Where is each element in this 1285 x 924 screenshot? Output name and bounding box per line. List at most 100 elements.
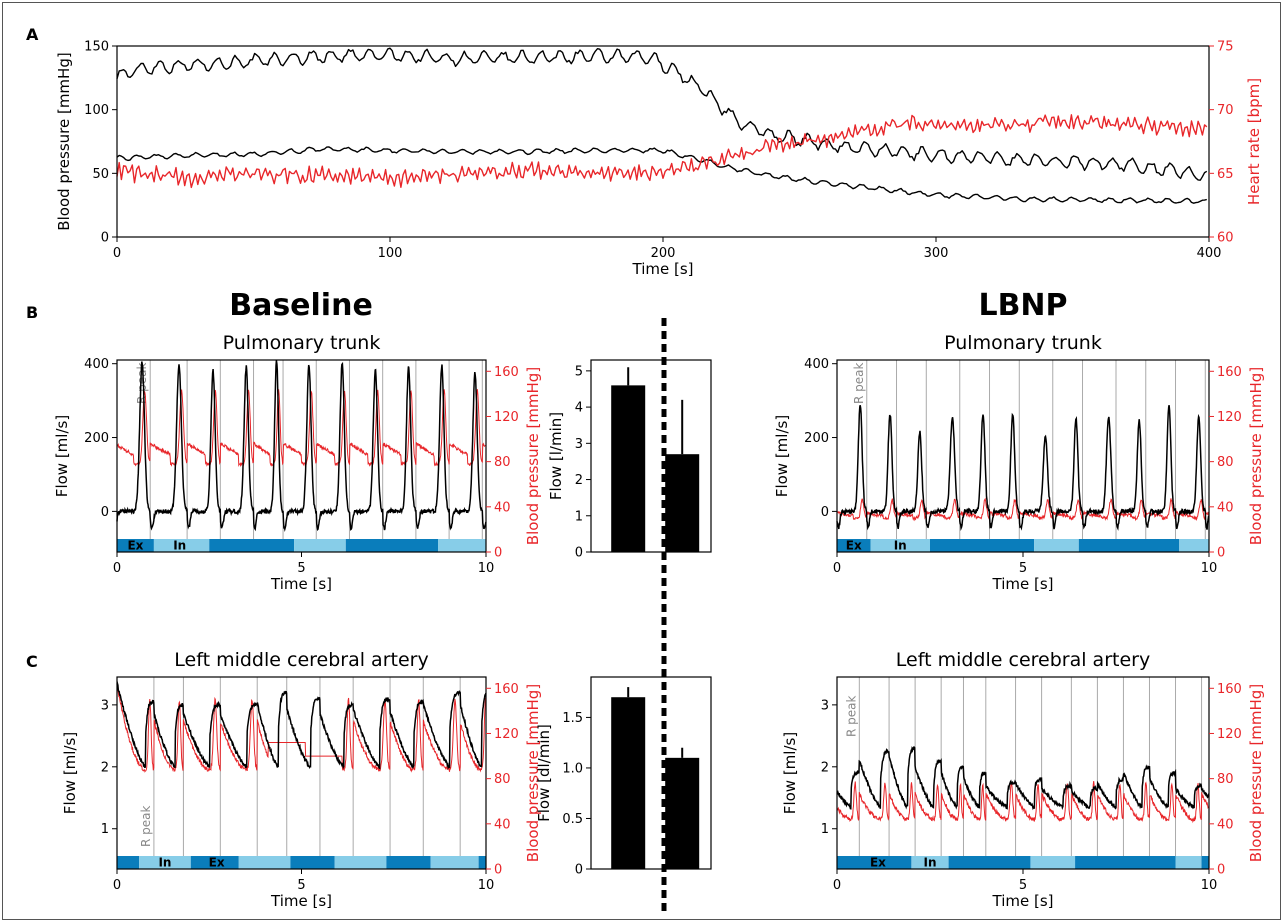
- y-right-tick-label: 40: [1217, 817, 1234, 832]
- resp-label-ex: Ex: [870, 856, 886, 870]
- panel-title: Left middle cerebral artery: [896, 649, 1150, 671]
- y-right-tick-label: 80: [1217, 455, 1234, 470]
- y-tick-label: 3: [575, 437, 583, 452]
- resp-phase-ex: [478, 856, 486, 869]
- flow-trace: [116, 360, 487, 533]
- flow-trace: [836, 745, 1210, 811]
- y-right-tick-label: 0: [1217, 546, 1225, 561]
- panel-title: Pulmonary trunk: [223, 332, 381, 354]
- resp-label-in: In: [894, 539, 907, 553]
- x-axis-label-B-baseline: Time [s]: [270, 575, 332, 593]
- resp-phase-ex: [190, 856, 239, 869]
- x-tick-label: 10: [478, 878, 495, 893]
- y-right-tick-label: 160: [494, 682, 519, 697]
- y-tick-label: 5: [575, 364, 583, 379]
- resp-phase-in: [1179, 539, 1209, 552]
- bar-baseline: [611, 697, 646, 869]
- axes-frame-C-baseline: [116, 676, 487, 870]
- resp-phase-ex: [837, 539, 871, 552]
- blood-pressure-trace: [116, 684, 487, 773]
- y-right-axis-label-B-lbnp: Blood pressure [mmHg]: [1247, 367, 1265, 545]
- y-axis-label-C-baseline: Flow [ml/s]: [61, 732, 79, 814]
- series-line-blood-pressure-1: [116, 146, 1207, 204]
- resp-label-ex: Ex: [846, 539, 862, 553]
- resp-phase-in: [334, 856, 387, 869]
- series-line-heart-rate: [116, 114, 1208, 189]
- x-tick-label: 0: [833, 878, 841, 893]
- resp-phase-ex: [837, 856, 912, 869]
- y-right-tick-label: 80: [494, 455, 511, 470]
- y-tick-label: 200: [804, 431, 829, 446]
- x-tick-label: 100: [378, 246, 403, 261]
- y-right-tick-label: 0: [494, 546, 502, 561]
- y-right-axis-label-C-baseline: Blood pressure [mmHg]: [524, 684, 542, 862]
- resp-label-in: In: [923, 856, 936, 870]
- y-tick-label: 2: [101, 760, 109, 775]
- series-line-blood-pressure-0: [116, 47, 1208, 181]
- y-right-tick-label: 40: [1217, 500, 1234, 515]
- resp-phase-in: [139, 856, 191, 869]
- y-right-tick-label: 40: [494, 817, 511, 832]
- x-tick-label: 0: [113, 878, 121, 893]
- y-tick-label: 400: [804, 357, 829, 372]
- y-tick-label: 1.5: [562, 711, 583, 726]
- x-tick-label: 10: [478, 561, 495, 576]
- y-right-tick-label: 0: [1217, 863, 1225, 878]
- x-tick-label: 0: [833, 561, 841, 576]
- resp-phase-in: [1030, 856, 1076, 869]
- y-right-tick-label: 80: [494, 772, 511, 787]
- resp-phase-ex: [117, 856, 140, 869]
- bar-lbnp: [665, 454, 700, 552]
- resp-phase-ex: [1075, 856, 1176, 869]
- x-tick-label: 10: [1201, 561, 1218, 576]
- blood-pressure-trace: [116, 389, 487, 468]
- y-right-tick-label: 0: [494, 863, 502, 878]
- resp-phase-ex: [930, 539, 1035, 552]
- axes-frame-A: [116, 45, 1210, 238]
- flow-trace: [116, 680, 487, 770]
- y-tick-label: 2: [821, 760, 829, 775]
- y-axis-label-B-bar: Flow [l/min]: [547, 412, 565, 500]
- panel-label-c: C: [26, 652, 38, 671]
- x-tick-label: 5: [297, 561, 305, 576]
- resp-label-in: In: [158, 856, 171, 870]
- y-tick-label: 3: [821, 698, 829, 713]
- y-right-tick-label: 120: [1217, 727, 1242, 742]
- r-peak-label: R peak: [135, 362, 149, 404]
- resp-phase-ex: [1201, 856, 1209, 869]
- panel-label-b: B: [26, 303, 38, 322]
- panel-label-a: A: [26, 25, 39, 44]
- y-right-tick-label: 40: [494, 500, 511, 515]
- resp-phase-in: [153, 539, 210, 552]
- y-right-tick-label: 160: [1217, 365, 1242, 380]
- resp-phase-in: [911, 856, 949, 869]
- x-tick-label: 0: [113, 246, 121, 261]
- x-tick-label: 200: [651, 246, 676, 261]
- y-axis-label-B-baseline: Flow [ml/s]: [53, 415, 71, 497]
- y-right-tick-label: 160: [1217, 682, 1242, 697]
- r-peak-label: R peak: [139, 805, 153, 847]
- resp-phase-ex: [345, 539, 439, 552]
- axes-frame-B-bar: [590, 359, 712, 553]
- flow-trace: [836, 405, 1210, 532]
- resp-phase-ex: [117, 539, 154, 552]
- axes-frame-C-lbnp: [836, 676, 1210, 870]
- y-axis-label-C-bar: Flow [dl/min]: [535, 724, 553, 822]
- y-tick-label: 50: [92, 167, 109, 182]
- resp-label-ex: Ex: [127, 539, 143, 553]
- bar-baseline: [611, 385, 646, 552]
- y-right-axis-label-B-baseline: Blood pressure [mmHg]: [524, 367, 542, 545]
- y-tick-label: 400: [84, 357, 109, 372]
- y-tick-label: 0: [101, 231, 109, 246]
- resp-phase-in: [430, 856, 479, 869]
- y-right-tick-label: 65: [1217, 167, 1234, 182]
- resp-phase-ex: [1078, 539, 1180, 552]
- y-tick-label: 1: [575, 509, 583, 524]
- y-tick-label: 2: [575, 473, 583, 488]
- resp-phase-in: [238, 856, 291, 869]
- x-tick-label: 0: [113, 561, 121, 576]
- y-tick-label: 4: [575, 401, 583, 416]
- y-right-tick-label: 120: [1217, 410, 1242, 425]
